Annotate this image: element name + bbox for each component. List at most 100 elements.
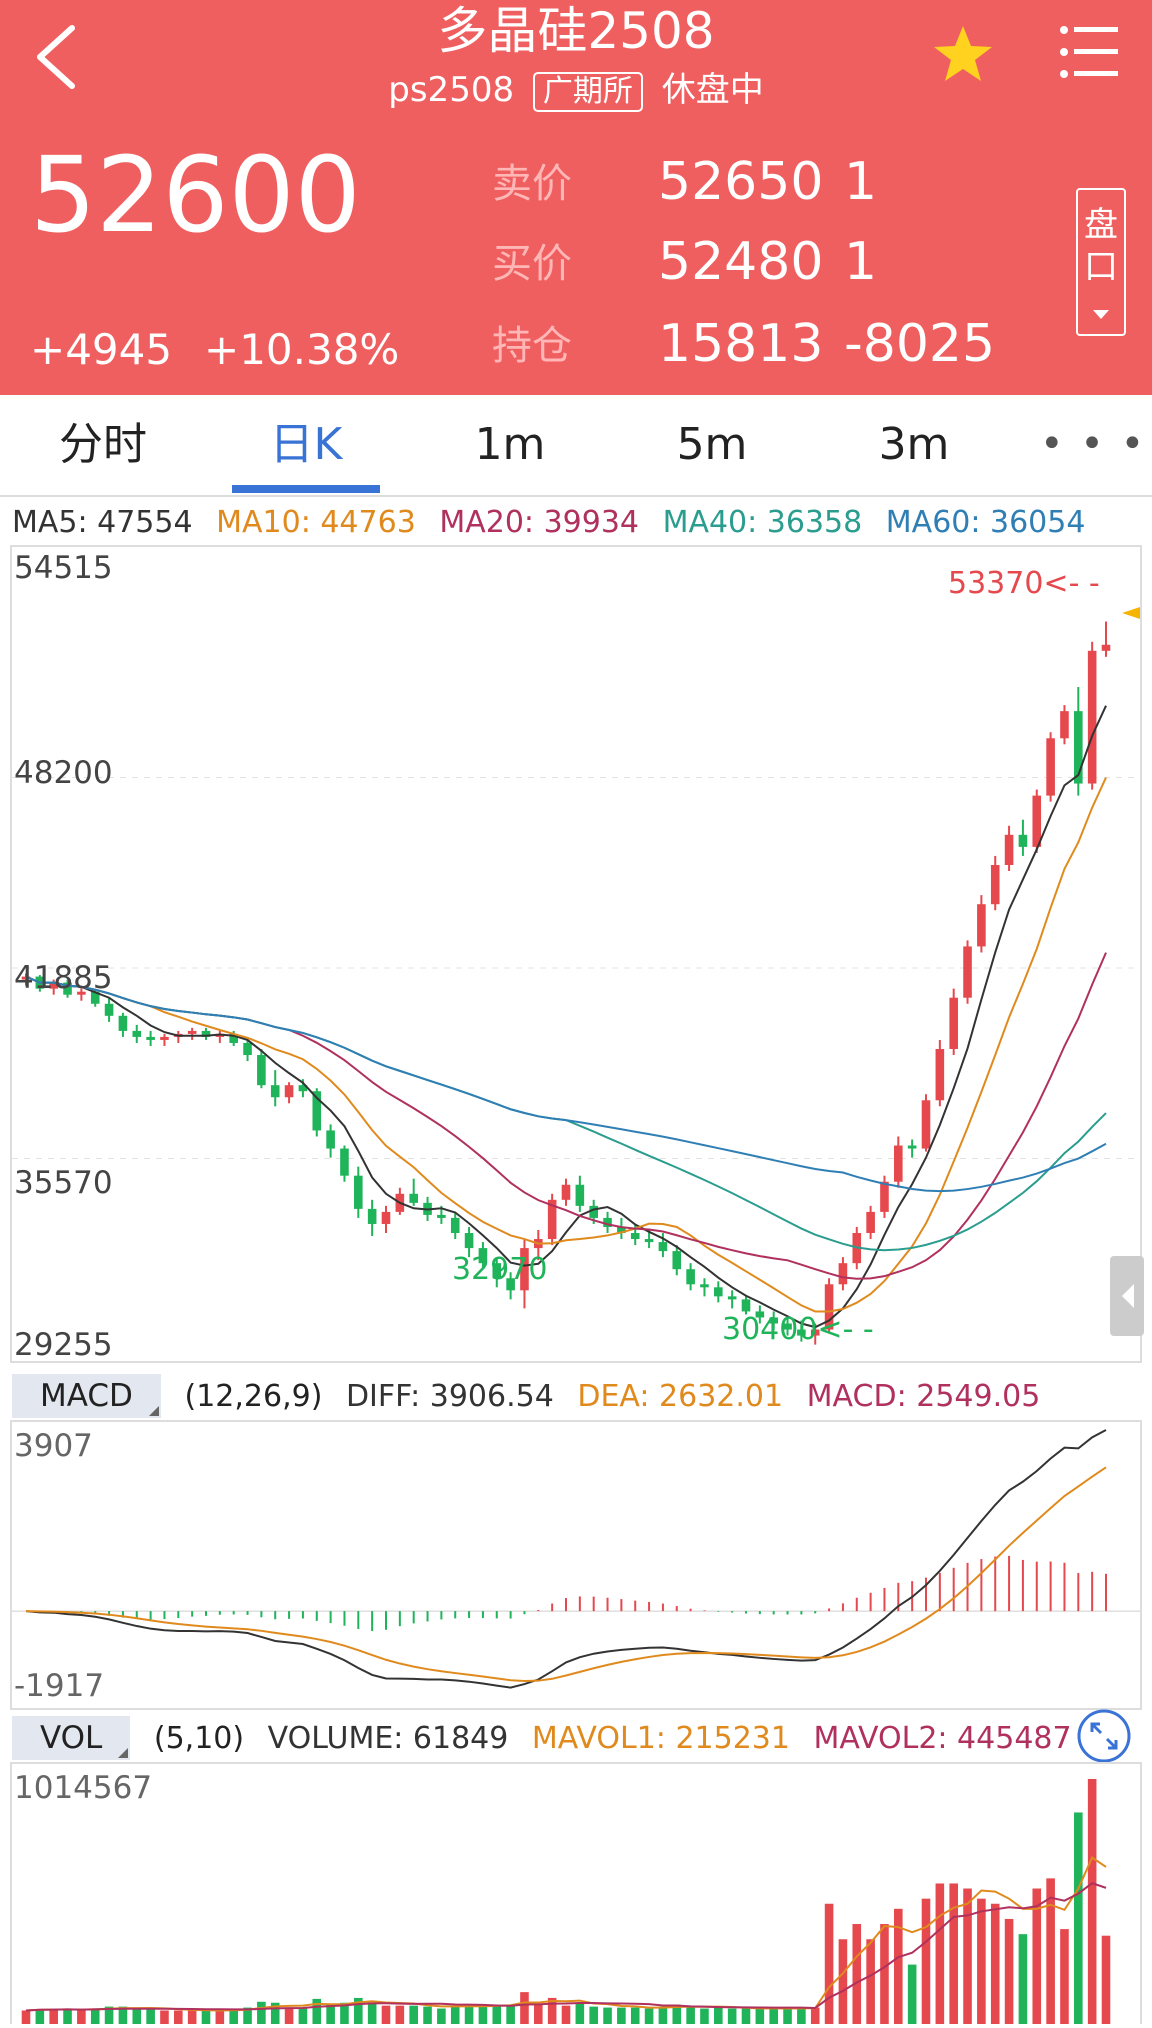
volume-bar [187,2010,197,2024]
volume-bar [270,2002,280,2024]
macd-legend: MACD (12,26,9) DIFF: 3906.54 DEA: 2632.0… [12,1374,1054,1418]
candle-body [409,1193,418,1203]
volume-bar [354,1997,363,2024]
bid-price: 52480 [658,232,824,292]
caret-down-icon [1093,310,1109,319]
menu-icon[interactable] [1058,24,1120,80]
candle-body [949,997,958,1049]
ask-label: 卖价 [492,161,572,207]
candle-body [1032,795,1042,847]
last-price-marker [1122,607,1140,619]
volume-bar [1004,1918,1014,2024]
kline-panel[interactable] [10,545,1142,1363]
vol-axis-top: 1014567 [14,1770,153,1806]
diff-line [25,1429,1107,1689]
last-price: 52600 [30,134,361,256]
volume-bar [63,2008,72,2024]
tab-daily-k[interactable]: 日K [269,419,343,470]
kline-axis-5: 29255 [14,1327,113,1363]
volume-bar [1046,1878,1055,2024]
kline-chart [12,607,1140,1345]
exchange-badge: 广期所 [532,72,643,112]
volume-bar [589,2006,598,2024]
volume-bar [1101,1935,1111,2024]
volume-bar [49,2009,58,2024]
candle-body [921,1100,931,1149]
candle-body [437,1214,446,1218]
star-icon[interactable] [930,22,996,88]
volume-bar [506,2005,515,2024]
candle-body [146,1036,155,1040]
volume-bar [783,2008,792,2024]
candle-body [229,1033,238,1043]
volume-bar [769,2008,778,2024]
candle-body [160,1036,169,1040]
collapse-handle[interactable] [1110,1256,1144,1336]
tab-3m[interactable]: 3m [878,419,950,470]
candle-body [243,1042,252,1056]
volume-bar [21,2010,31,2024]
ma40-value: MA40: 36358 [662,505,863,540]
macd-chart [12,1429,1140,1689]
candle-body [880,1181,889,1212]
volume-bar [949,1883,958,2024]
macd-axis-bottom: -1917 [14,1668,105,1704]
high-price-label: 53370<- - [948,566,1100,601]
ma60-line [25,975,1107,1193]
volume-bar [617,2007,626,2024]
chevron-left-icon[interactable] [28,22,88,92]
volume-bar [824,1903,834,2024]
candle-body [506,1278,515,1291]
volume-bar [880,1924,889,2024]
macd-panel[interactable] [10,1420,1142,1710]
candle-body [257,1055,266,1086]
volume-bar [866,1939,875,2024]
ma-legend: MA5: 47554 MA10: 44763 MA20: 39934 MA40:… [12,504,1099,542]
volume-bar [77,2010,86,2024]
volume-bar [534,2004,543,2024]
order-book-toggle[interactable]: 盘口 [1076,188,1126,336]
volume-panel[interactable] [10,1762,1142,2024]
candle-body [686,1269,695,1285]
ma10-value: MA10: 44763 [216,505,416,540]
candle-body [520,1248,529,1291]
volume-bar [963,1888,972,2024]
more-icon[interactable]: • • • [1040,421,1147,467]
vol-selector-button[interactable]: VOL [12,1716,131,1760]
candle-body [894,1145,903,1182]
tab-timeshare[interactable]: 分时 [59,419,147,470]
tab-1m[interactable]: 1m [474,419,546,470]
candle-body [644,1239,654,1243]
volume-bar [1018,1934,1028,2024]
tab-5m[interactable]: 5m [676,419,748,470]
candle-body [1087,650,1097,784]
candle-body [755,1311,765,1318]
volume-bar [575,2002,585,2024]
candle-body [741,1299,751,1312]
candle-body [312,1091,322,1131]
candle-body [990,864,1000,905]
volume-bar [243,2007,252,2024]
candle-body [284,1085,294,1098]
volume-bar [423,2006,432,2024]
instrument-code: ps2508 [388,70,515,110]
volume-bar [174,2010,183,2024]
low-price-label: 30400<- - [722,1312,874,1347]
volume-bar [921,1898,931,2024]
candle-body [340,1148,349,1176]
trading-status: 休盘中 [661,70,764,110]
volume-bar [284,2007,294,2024]
volume-bar [132,2008,142,2024]
expand-icon[interactable] [1076,1708,1132,1764]
swing-low-label: 32970 [452,1252,548,1287]
volume-bar [326,2003,335,2024]
volume-chart [21,1779,1111,2024]
candle-body [492,1263,502,1279]
volume-bar [478,2005,488,2024]
volume-bar [298,2008,308,2024]
volume-bar [658,2006,668,2024]
kline-axis-1: 54515 [14,550,113,586]
volume-bar [450,2005,460,2024]
macd-selector-button[interactable]: MACD [12,1374,161,1418]
order-book-label: 盘口 [1083,205,1118,287]
